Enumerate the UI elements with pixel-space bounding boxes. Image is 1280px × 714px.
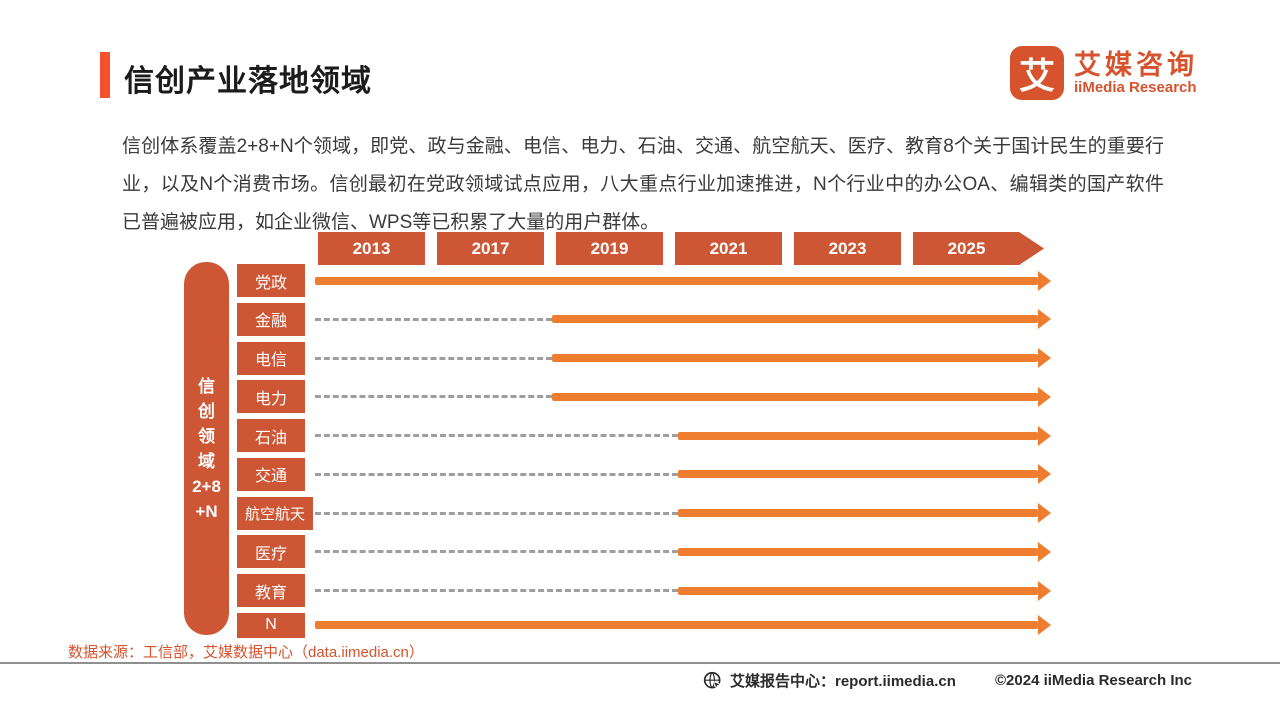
chart-row-电力: 电力 bbox=[184, 380, 1052, 414]
chart-row-N: N bbox=[184, 612, 1052, 638]
footer-copyright: ©2024 iiMedia Research Inc bbox=[995, 672, 1192, 689]
chart-row-石油: 石油 bbox=[184, 419, 1052, 453]
dashed-segment bbox=[315, 395, 553, 399]
solid-arrow bbox=[552, 392, 1038, 401]
footer-divider bbox=[0, 662, 1280, 664]
vertical-axis-label: 信创领域 2+8 +N bbox=[184, 262, 229, 635]
row-label: 电信 bbox=[237, 341, 305, 375]
timeline-chart: 2013 2017 2019 2021 2023 2025 信创领域 2+8 +N 党政金融电… bbox=[184, 232, 1052, 638]
solid-arrow bbox=[678, 509, 1038, 518]
axis-label-segment: 2+8 bbox=[192, 476, 221, 496]
year-box-2017: 2017 bbox=[437, 232, 544, 265]
row-label: 电力 bbox=[237, 380, 305, 414]
axis-label-segment: 领 bbox=[198, 426, 215, 446]
row-label: 石油 bbox=[237, 419, 305, 453]
year-box-2013: 2013 bbox=[318, 232, 425, 265]
iimedia-logo-icon: 艾 bbox=[1010, 46, 1064, 100]
chart-row-党政: 党政 bbox=[184, 264, 1052, 297]
dashed-segment bbox=[315, 472, 679, 476]
dashed-segment bbox=[315, 317, 553, 321]
row-track bbox=[315, 615, 1052, 635]
chart-row-航空航天: 航空航天 bbox=[184, 496, 1052, 530]
chart-rows: 党政金融电信电力石油交通航空航天医疗教育 N bbox=[184, 264, 1052, 638]
globe-cursor-icon bbox=[703, 671, 722, 690]
footer-report-center: 艾媒报告中心：report.iimedia.cn bbox=[703, 670, 956, 691]
chart-row-金融: 金融 bbox=[184, 302, 1052, 336]
logo-text: 艾媒咨询 iiMedia Research bbox=[1074, 50, 1198, 96]
axis-label-segment: +N bbox=[195, 501, 218, 521]
chart-row-电信: 电信 bbox=[184, 341, 1052, 375]
iimedia-logo: 艾 艾媒咨询 iiMedia Research bbox=[1010, 46, 1198, 100]
year-box-2025: 2025 bbox=[913, 232, 1044, 265]
footer-report-text: 艾媒报告中心：report.iimedia.cn bbox=[730, 673, 956, 690]
title-accent-bar bbox=[100, 52, 110, 98]
axis-label-segment: 域 bbox=[198, 451, 215, 471]
row-track bbox=[315, 348, 1052, 368]
solid-arrow bbox=[315, 621, 1038, 630]
row-track bbox=[315, 503, 1052, 523]
chart-row-医疗: 医疗 bbox=[184, 535, 1052, 569]
solid-arrow bbox=[678, 547, 1038, 556]
row-track bbox=[315, 426, 1052, 446]
page-title: 信创产业落地领域 bbox=[124, 65, 372, 98]
chart-row-交通: 交通 bbox=[184, 457, 1052, 491]
solid-arrow bbox=[678, 586, 1038, 595]
row-label: N bbox=[237, 612, 305, 638]
row-track bbox=[315, 271, 1052, 291]
row-track bbox=[315, 309, 1052, 329]
intro-paragraph: 信创体系覆盖2+8+N个领域，即党、政与金融、电信、电力、石油、交通、航空航天、… bbox=[122, 136, 1164, 233]
dashed-segment bbox=[315, 511, 679, 515]
year-box-2023: 2023 bbox=[794, 232, 901, 265]
dashed-segment bbox=[315, 434, 679, 438]
row-label: 金融 bbox=[237, 302, 305, 336]
year-box-2021: 2021 bbox=[675, 232, 782, 265]
dashed-segment bbox=[315, 550, 679, 554]
logo-name-cn: 艾媒咨询 bbox=[1074, 50, 1198, 80]
row-label: 党政 bbox=[237, 264, 305, 297]
year-box-2019: 2019 bbox=[556, 232, 663, 265]
solid-arrow bbox=[678, 431, 1038, 440]
row-label: 交通 bbox=[237, 457, 305, 491]
dashed-segment bbox=[315, 589, 679, 593]
solid-arrow bbox=[678, 470, 1038, 479]
row-track bbox=[315, 581, 1052, 601]
data-source-note: 数据来源：工信部，艾媒数据中心（data.iimedia.cn） bbox=[68, 644, 424, 661]
solid-arrow bbox=[315, 276, 1038, 285]
dashed-segment bbox=[315, 356, 553, 360]
logo-name-en: iiMedia Research bbox=[1074, 79, 1197, 96]
row-track bbox=[315, 542, 1052, 562]
solid-arrow bbox=[552, 315, 1038, 324]
row-label: 航空航天 bbox=[237, 496, 313, 530]
axis-label-segment: 创 bbox=[198, 401, 215, 421]
axis-label-segment: 信 bbox=[198, 376, 215, 396]
row-track bbox=[315, 464, 1052, 484]
year-axis: 2013 2017 2019 2021 2023 2025 bbox=[318, 232, 1044, 265]
row-label: 医疗 bbox=[237, 535, 305, 569]
chart-row-教育: 教育 bbox=[184, 574, 1052, 608]
row-label: 教育 bbox=[237, 574, 305, 608]
row-track bbox=[315, 387, 1052, 407]
solid-arrow bbox=[552, 354, 1038, 363]
